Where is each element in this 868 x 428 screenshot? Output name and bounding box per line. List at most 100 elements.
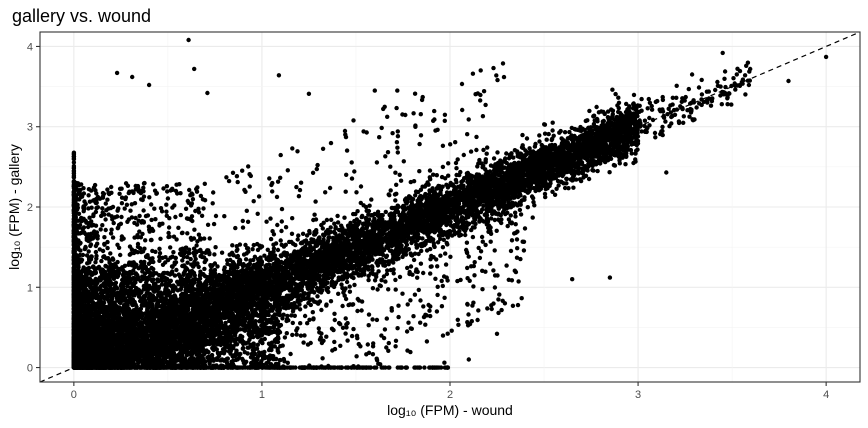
data-point [255,357,260,362]
data-point [165,257,171,263]
data-point [546,131,551,137]
data-point [255,342,260,347]
data-point [272,312,278,317]
data-point [267,325,273,331]
data-point [224,361,230,366]
data-point [266,357,272,363]
data-point [225,261,230,267]
data-point [268,236,274,242]
data-point [128,285,134,290]
data-point [221,358,227,363]
data-point [170,254,175,259]
data-point [411,257,417,263]
data-point [229,250,235,255]
data-point [251,329,256,334]
data-point [537,133,542,138]
data-point [201,255,207,260]
data-point [277,358,283,363]
data-point [99,283,104,288]
data-point [259,262,264,267]
data-point [225,258,230,263]
data-point [198,254,203,259]
data-point [269,297,274,302]
data-point [240,356,245,362]
data-point [241,345,246,351]
data-point [256,352,262,358]
data-point [181,272,186,277]
data-point [244,246,250,251]
data-point [213,245,218,250]
data-point [383,209,388,215]
data-point [214,356,220,361]
data-point [248,258,253,263]
data-point [160,255,165,260]
data-point [212,252,217,257]
data-point [290,320,295,326]
data-point [258,306,263,311]
data-point [336,291,341,296]
data-point [196,264,201,270]
data-point [434,173,439,178]
data-point [275,346,280,352]
data-point [278,238,283,243]
data-point [259,337,264,343]
data-point [202,359,208,365]
data-point [219,350,224,355]
data-point [176,272,181,277]
data-point [554,186,559,191]
data-points [71,37,829,370]
data-point [160,262,166,267]
data-point [384,271,390,277]
data-point [218,358,224,363]
data-point [219,250,225,255]
data-point [238,333,243,338]
data-point [244,251,249,256]
data-point [333,225,338,230]
data-point [215,264,220,269]
data-point [250,355,255,360]
data-point [550,128,555,133]
data-point [235,247,240,252]
data-point [451,228,457,233]
data-point [495,150,500,155]
data-point [175,279,180,284]
data-point [181,254,187,260]
data-point [230,354,235,359]
data-point [246,329,252,334]
data-point [262,349,267,355]
data-point [492,217,497,223]
data-point [98,290,104,296]
data-point [202,266,207,272]
data-point [207,252,212,257]
data-point [237,242,243,247]
data-point [262,336,267,342]
data-point [243,257,249,262]
data-point [438,236,443,242]
data-point [254,360,259,365]
data-point [252,254,258,259]
data-point [230,243,235,248]
data-point [393,198,398,203]
data-point [238,351,243,357]
data-point [335,213,340,219]
data-point [225,356,230,361]
data-point [202,259,207,265]
data-point [241,341,246,347]
data-point [242,350,247,355]
data-point [489,216,494,221]
data-point [244,359,249,364]
data-point [243,242,248,248]
data-point [530,195,536,201]
data-point [275,247,281,253]
data-point [275,328,281,333]
data-point [610,87,615,92]
data-point [320,226,325,231]
chart-title: gallery vs. wound [12,6,151,26]
data-point [142,265,147,271]
data-point [222,265,227,270]
data-point [125,284,130,289]
data-point [140,274,145,280]
data-point [223,320,228,326]
data-point [151,266,156,272]
